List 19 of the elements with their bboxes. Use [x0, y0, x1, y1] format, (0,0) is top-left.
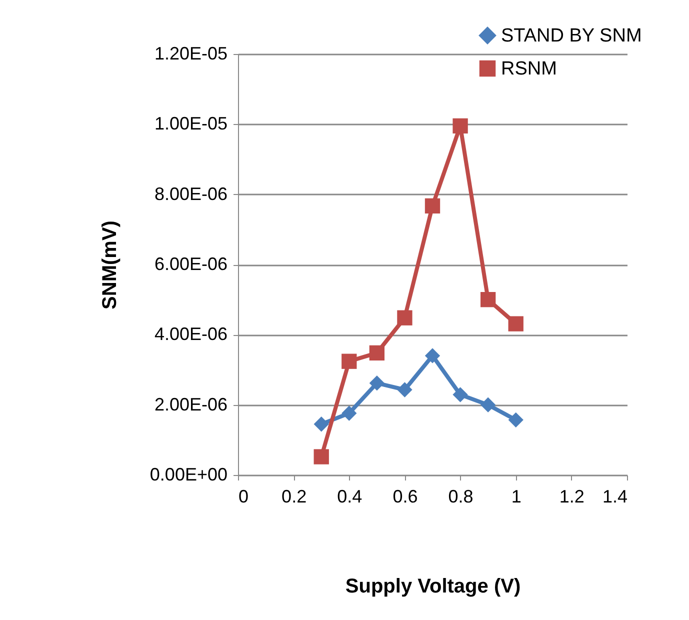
x-tick-label: 0.8	[448, 486, 474, 506]
y-axis-title: SNM(mV)	[98, 220, 121, 310]
y-tick-label: 0.00E+00	[150, 464, 228, 484]
legend-label: RSNM	[501, 58, 557, 80]
x-axis-title: Supply Voltage (V)	[345, 576, 521, 598]
x-tick-label: 0.4	[337, 486, 362, 506]
x-tick-label: 1	[511, 486, 522, 506]
x-tick-label: 1.2	[559, 486, 584, 506]
x-tick-label: 0	[238, 486, 249, 506]
y-tick-label: 2.00E-06	[154, 394, 228, 414]
x-tick-label: 0.6	[392, 486, 418, 506]
y-tick-label: 6.00E-06	[154, 254, 228, 274]
x-tick-label: 1.4	[602, 486, 628, 506]
legend-label: STAND BY SNM	[501, 26, 642, 46]
x-tick-label: 0.2	[282, 486, 307, 506]
y-tick-label: 8.00E-06	[154, 184, 228, 204]
y-tick-label: 1.00E-05	[154, 114, 228, 134]
y-tick-label: 4.00E-06	[154, 324, 228, 344]
y-tick-label: 1.20E-05	[154, 44, 228, 64]
